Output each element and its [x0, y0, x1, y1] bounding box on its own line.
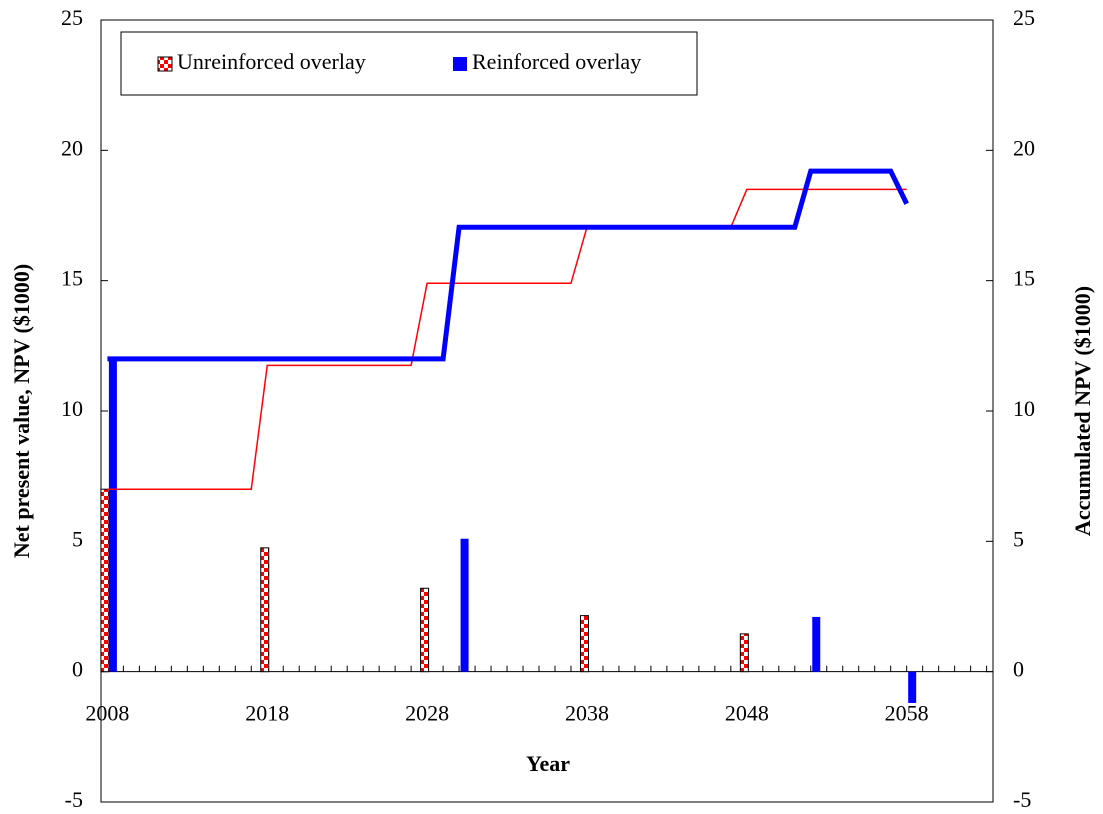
bar	[908, 671, 917, 703]
y-tick-label: 25	[61, 5, 83, 30]
legend-marker	[453, 57, 467, 71]
y-tick-label: 5	[72, 526, 83, 551]
y-tick-label: -5	[65, 787, 83, 812]
y2-tick-label: 0	[1013, 657, 1024, 682]
y2-tick-label: 10	[1013, 396, 1035, 421]
y-tick-label: 0	[72, 657, 83, 682]
legend-box	[120, 31, 698, 96]
bar	[812, 616, 821, 672]
legend-label: Reinforced overlay	[472, 49, 641, 74]
x-tick-label: 2058	[885, 701, 929, 726]
legend-marker	[157, 56, 173, 72]
accumulated-line	[107, 188, 907, 490]
plot-frame	[100, 19, 994, 803]
y2-tick-label: 25	[1013, 5, 1035, 30]
bar	[579, 615, 589, 673]
y2-tick-label: -5	[1013, 787, 1031, 812]
x-tick-label: 2018	[245, 701, 289, 726]
bar	[460, 538, 469, 672]
bar	[108, 358, 117, 672]
y-axis-label: Net present value, NPV ($1000)	[9, 264, 34, 558]
bar	[100, 488, 110, 673]
y-tick-label: 20	[61, 135, 83, 160]
y-tick-label: 10	[61, 396, 83, 421]
x-tick-label: 2008	[85, 701, 129, 726]
y2-axis-label: Accumulated NPV ($1000)	[1070, 286, 1095, 536]
x-tick-label: 2028	[405, 701, 449, 726]
y2-tick-label: 15	[1013, 266, 1035, 291]
y2-tick-label: 20	[1013, 135, 1035, 160]
bar	[739, 633, 749, 673]
x-tick-label: 2048	[725, 701, 769, 726]
y-tick-label: 15	[61, 266, 83, 291]
y2-tick-label: 5	[1013, 526, 1024, 551]
x-axis-label: Year	[526, 751, 570, 776]
legend-label: Unreinforced overlay	[177, 49, 366, 74]
bar	[420, 587, 430, 673]
accumulated-line	[107, 168, 909, 362]
x-tick-label: 2038	[565, 701, 609, 726]
bar	[260, 547, 270, 673]
